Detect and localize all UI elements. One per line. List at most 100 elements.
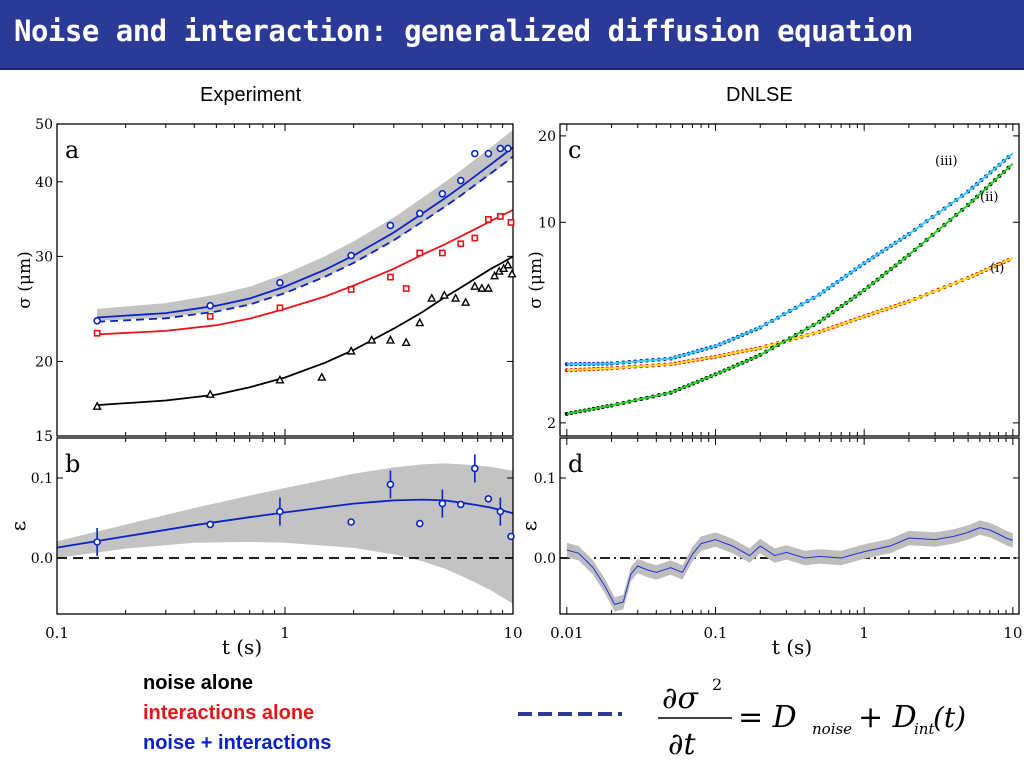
x-tick-label: 0.01 [550, 624, 583, 642]
data-point-a-both-7 [456, 176, 465, 185]
data-point-a-both-2 [276, 278, 284, 287]
y-tick-label: 0.0 [31, 551, 53, 567]
data-point-a-noise-9 [427, 293, 437, 302]
panel-label-b: b [65, 450, 80, 478]
legend-dashed-line [518, 712, 622, 716]
data-point-a-both-4 [386, 221, 395, 230]
data-point-a-both-9 [484, 149, 493, 158]
x-tick-label: 0.1 [704, 624, 728, 642]
legend-interactions: interactions alone [143, 702, 315, 724]
model-line-noise [566, 162, 1014, 415]
data-point-a-noise-10 [439, 290, 449, 299]
y-tick-label: 20 [538, 129, 556, 145]
panel-label-a: a [65, 136, 79, 164]
data-point-a-both-10 [496, 144, 505, 153]
fit-b-both [56, 498, 514, 549]
y-tick-label: 0.0 [534, 551, 556, 567]
panel-d: 0.0 0.1 0.01 0.1 1 10 t (s) ε d [517, 437, 1022, 659]
eq-sub-int: int [914, 720, 935, 738]
data-point-a-both-3 [347, 251, 355, 260]
data-point-a-noise-5 [367, 335, 377, 344]
data-point-b-both-3 [347, 518, 355, 526]
data-point-a-interactions-10 [484, 216, 492, 223]
data-point-b-both-1 [206, 520, 215, 529]
panel-a: 15 20 30 40 50 σ (μm) a [15, 117, 514, 445]
data-point-a-noise-16 [489, 270, 500, 280]
x-tick-label: 10 [503, 624, 522, 642]
data-point-b-both-4 [386, 480, 395, 489]
data-point-a-noise-15 [483, 283, 493, 292]
dnlse-heading: DNLSE [726, 84, 793, 106]
data-point-a-both-11 [504, 144, 512, 153]
model-line-both [566, 152, 1014, 366]
data-point-a-interactions-12 [507, 219, 515, 226]
legend-noise: noise alone [143, 672, 254, 694]
data-point-a-noise-8 [415, 317, 425, 327]
data-point-b-both-8 [471, 464, 479, 473]
frame-d [559, 437, 1020, 615]
data-point-b-both-11 [507, 532, 515, 541]
data-point-a-interactions-9 [471, 234, 479, 242]
data-point-a-noise-1 [205, 389, 215, 398]
panel-label-d: d [568, 450, 583, 478]
frame-c [559, 123, 1020, 437]
y-tick-label: 10 [538, 215, 556, 231]
y-tick-label: 0.1 [31, 471, 53, 487]
data-point-a-interactions-4 [387, 273, 394, 281]
legend-both: noise + interactions [143, 732, 332, 754]
data-point-a-noise-0 [92, 401, 102, 410]
data-point-a-noise-14 [477, 283, 487, 292]
data-point-a-noise-3 [317, 372, 327, 381]
slide-title: Noise and interaction: generalized diffu… [14, 14, 913, 48]
data-point-b-both-2 [276, 507, 284, 516]
data-point-b-both-6 [438, 499, 447, 508]
fit-a-interactions [97, 209, 514, 336]
data-point-a-noise-6 [385, 335, 395, 344]
y-tick-label: 30 [35, 249, 53, 265]
data-point-a-interactions-6 [416, 249, 424, 257]
title-bar: Noise and interaction: generalized diffu… [0, 0, 1024, 70]
eq-plus: + D [858, 700, 917, 735]
data-point-a-both-5 [415, 209, 424, 218]
y-tick-label: 2 [547, 416, 556, 432]
model-line-interactions [566, 257, 1014, 372]
data-point-a-interactions-7 [438, 249, 446, 257]
shaded-band-a [97, 129, 513, 321]
x-axis-label-d: t (s) [772, 635, 812, 659]
data-point-a-interactions-1 [206, 312, 214, 320]
data-point-a-interactions-2 [276, 304, 284, 312]
x-axis-label-b: t (s) [222, 635, 262, 659]
y-tick-label: 40 [35, 175, 53, 191]
data-point-b-both-0 [93, 538, 101, 546]
diffusion-equation: ∂σ 2 ∂t = D noise + D int (t) [658, 675, 966, 762]
y-tick-label: 15 [35, 429, 53, 445]
data-point-b-both-10 [496, 507, 505, 516]
shaded-band-b [57, 463, 513, 604]
eq-numerator: ∂σ [662, 681, 700, 716]
eq-power: 2 [712, 675, 722, 694]
data-point-a-noise-4 [346, 345, 356, 355]
data-point-a-interactions-8 [457, 240, 465, 248]
data-point-b-both-7 [456, 500, 465, 509]
x-tick-label: 1 [280, 624, 290, 642]
x-tick-label: 0.1 [45, 624, 69, 642]
curve-annotation: (iii) [935, 154, 958, 169]
data-point-a-both-1 [206, 301, 215, 310]
curve-annotation: (i) [990, 261, 1004, 276]
data-point-a-noise-19 [503, 259, 513, 269]
data-point-a-noise-20 [507, 268, 517, 278]
eq-denominator: ∂t [668, 727, 697, 762]
data-point-a-both-0 [93, 316, 101, 325]
uncertainty-band-d [566, 520, 1013, 612]
experiment-heading: Experiment [200, 84, 302, 106]
y-tick-label: 20 [35, 354, 53, 370]
epsilon-curve-d [566, 527, 1013, 605]
y-tick-label: 50 [35, 117, 53, 133]
y-axis-label-b: ε [6, 521, 30, 531]
x-tick-label: 1 [859, 624, 869, 642]
eq-sub-noise: noise [812, 720, 852, 738]
y-tick-label: 0.1 [534, 471, 556, 487]
data-point-a-interactions-3 [347, 286, 355, 293]
data-point-a-both-6 [438, 189, 447, 198]
